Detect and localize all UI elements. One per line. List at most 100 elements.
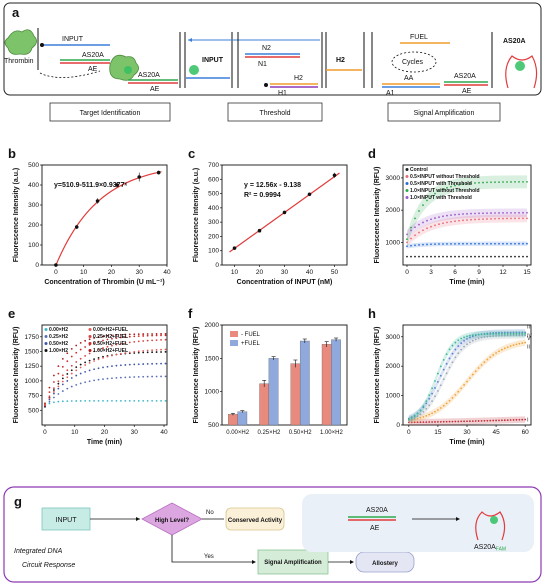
data-point [509,419,512,421]
y-axis-title: Fluorescence Intensity (a.u.) [193,168,200,263]
data-point [155,351,158,353]
x-tick-label: 10 [71,429,79,436]
data-point [133,363,136,366]
x-tick-label: 0 [54,269,58,276]
data-point [124,342,127,344]
panel-g: g INPUT High Level? No Conserved Activit… [3,486,542,583]
data-point [442,188,444,191]
data-point [282,210,287,215]
data-point [151,375,154,378]
data-point [119,333,122,336]
y-tick-label: 500 [208,191,219,198]
data-point [466,335,468,338]
data-point [518,255,520,258]
data-point [146,349,149,352]
arrow-yes [171,535,254,563]
data-point [155,339,158,342]
data-point [111,365,113,368]
data-point [471,373,474,376]
data-point [446,243,448,245]
data-point [526,217,528,220]
data-point [445,353,448,356]
x-tick-label: 40 [163,269,171,276]
data-point [124,399,127,402]
data-point [521,332,524,335]
y-tick-label: 100 [208,248,219,255]
data-point [483,333,486,336]
data-point [482,255,484,258]
data-point [524,341,527,344]
data-point [137,399,140,402]
data-point [521,418,524,421]
fit-r2: R² = 0.9994 [244,192,281,199]
x-tick-label: 20 [101,429,109,436]
data-point [460,348,463,351]
data-point [506,332,509,335]
y-tick-label: 0 [215,262,219,269]
data-point [106,377,109,380]
plot-frame [221,324,348,426]
chart-d: 1000 2000 3000 0 3 6 9 12 15 Time (min) Fluorescen… [374,164,532,286]
data-point [97,358,100,361]
data-point [97,336,100,338]
bar [259,383,270,426]
data-point [463,339,465,342]
as20a-label: AS20A [82,52,104,59]
data-point [494,212,496,214]
data-point [70,369,73,372]
data-point [477,420,480,422]
data-point [471,334,474,337]
x-tick-label: 9 [477,269,481,276]
legend-label: 0.5×INPUT with Threshold [410,181,472,187]
data-point [515,331,518,334]
data-point [111,344,113,347]
data-point [97,367,100,370]
panel-e-label: e [8,306,15,321]
x-tick-label: 40 [306,269,314,276]
data-point [450,255,452,258]
data-point [155,362,158,365]
x-tick-label: 30 [281,269,289,276]
yes-label: Yes [204,554,214,560]
data-point [524,332,527,335]
data-point [124,352,127,354]
data-point [106,334,109,337]
bar [290,363,301,426]
data-point [137,375,140,378]
g-as20a-label: AS20A [366,507,388,514]
panel-f-label: f [188,306,193,321]
data-point [66,352,69,355]
series-label: II [527,345,530,351]
data-point [448,348,451,351]
y-tick-label: 600 [208,176,219,183]
data-point [416,421,419,424]
data-point [124,364,127,366]
input-strand-label: INPUT [62,36,84,43]
data-point [425,414,428,417]
data-point [478,218,480,221]
data-point [474,338,477,341]
y-tick-label: 400 [28,182,39,189]
legend-marker [88,328,92,331]
data-point [414,226,416,229]
data-point [160,399,162,402]
data-point [515,334,518,337]
fam-output-icon [515,61,525,71]
x-axis-title: Time (min) [87,439,122,446]
data-point [510,255,512,258]
aa-label: AA [404,75,414,82]
data-point [448,357,451,360]
data-point [61,365,64,368]
legend-marker [405,189,409,192]
stage-threshold-box [227,102,323,122]
data-point [450,220,452,223]
data-point [66,380,69,382]
data-point [458,242,460,245]
data-point [510,217,512,220]
data-point [75,344,78,347]
data-point [137,363,140,366]
data-point [102,335,104,338]
data-point [506,181,508,183]
data-point [79,372,82,375]
data-point [463,345,465,348]
